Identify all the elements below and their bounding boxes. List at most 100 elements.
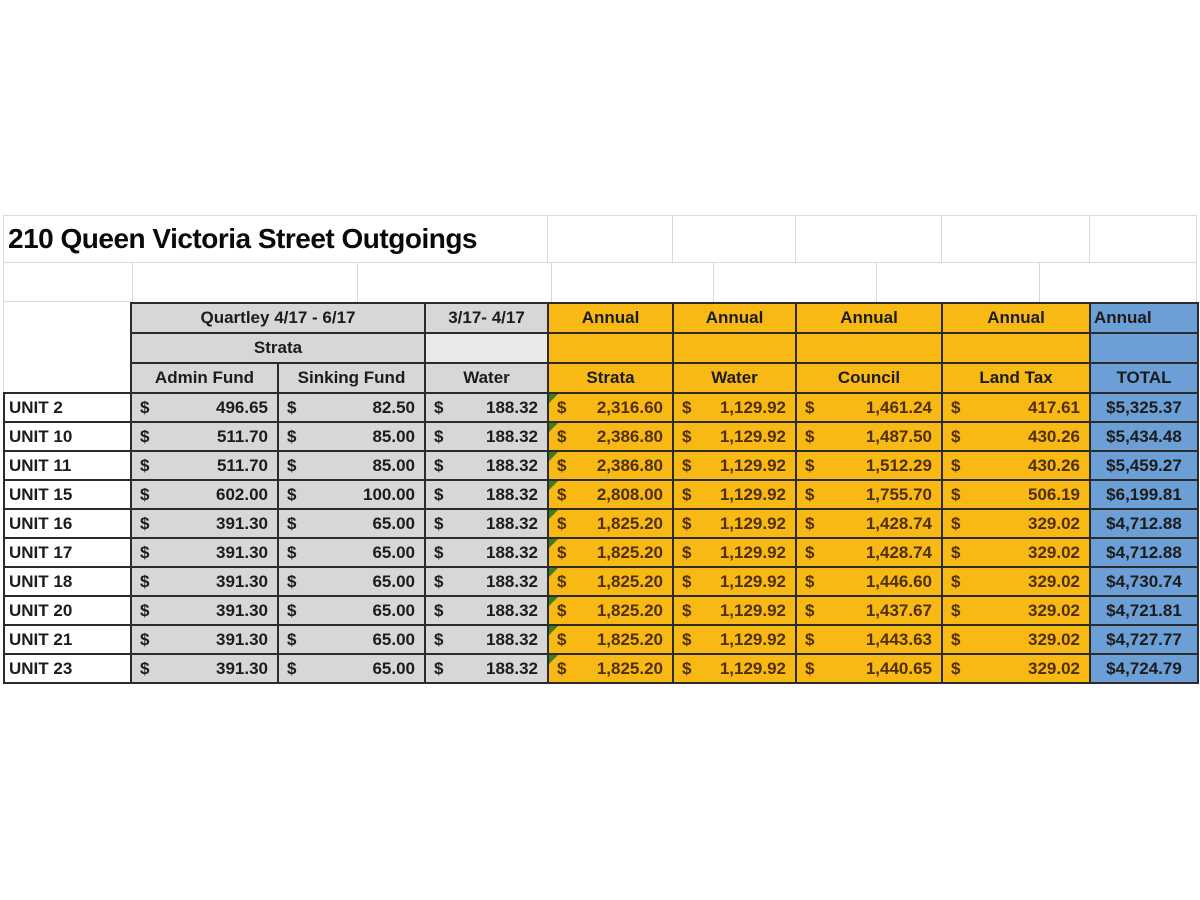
header-empty-cell[interactable]	[1091, 334, 1199, 364]
header-empty-cell[interactable]	[674, 334, 797, 364]
annual-water-value[interactable]: $1,129.92	[674, 626, 797, 655]
annual-water-value[interactable]: $1,129.92	[674, 394, 797, 423]
column-header-admin-fund[interactable]: Admin Fund	[132, 364, 279, 394]
unit-label[interactable]: UNIT 10	[5, 423, 132, 452]
water-value[interactable]: $188.32	[426, 597, 549, 626]
annual-total-value[interactable]: $4,730.74	[1091, 568, 1199, 597]
sinking-fund-value[interactable]: $65.00	[279, 597, 426, 626]
annual-water-value[interactable]: $1,129.92	[674, 452, 797, 481]
header-empty-cell[interactable]	[797, 334, 943, 364]
column-header-strata[interactable]: Strata	[549, 364, 674, 394]
column-header-total[interactable]: TOTAL	[1091, 364, 1199, 394]
column-header-annual-water[interactable]: Water	[674, 364, 797, 394]
annual-strata-value[interactable]: $2,386.80	[549, 423, 674, 452]
admin-fund-value[interactable]: $391.30	[132, 655, 279, 684]
annual-council-value[interactable]: $1,437.67	[797, 597, 943, 626]
annual-water-value[interactable]: $1,129.92	[674, 510, 797, 539]
header-annual-council[interactable]: Annual	[797, 304, 943, 334]
sinking-fund-value[interactable]: $100.00	[279, 481, 426, 510]
admin-fund-value[interactable]: $391.30	[132, 510, 279, 539]
admin-fund-value[interactable]: $391.30	[132, 539, 279, 568]
header-annual-water[interactable]: Annual	[674, 304, 797, 334]
sinking-fund-value[interactable]: $65.00	[279, 510, 426, 539]
admin-fund-value[interactable]: $391.30	[132, 568, 279, 597]
annual-water-value[interactable]: $1,129.92	[674, 423, 797, 452]
sinking-fund-value[interactable]: $65.00	[279, 655, 426, 684]
water-value[interactable]: $188.32	[426, 510, 549, 539]
annual-strata-value[interactable]: $1,825.20	[549, 539, 674, 568]
annual-total-value[interactable]: $4,721.81	[1091, 597, 1199, 626]
header-annual-landtax[interactable]: Annual	[943, 304, 1091, 334]
admin-fund-value[interactable]: $391.30	[132, 626, 279, 655]
annual-strata-value[interactable]: $2,386.80	[549, 452, 674, 481]
sinking-fund-value[interactable]: $65.00	[279, 539, 426, 568]
annual-council-value[interactable]: $1,512.29	[797, 452, 943, 481]
annual-total-value[interactable]: $6,199.81	[1091, 481, 1199, 510]
annual-total-value[interactable]: $5,434.48	[1091, 423, 1199, 452]
water-value[interactable]: $188.32	[426, 626, 549, 655]
header-water-period[interactable]: 3/17- 4/17	[426, 304, 549, 334]
annual-total-value[interactable]: $4,727.77	[1091, 626, 1199, 655]
sinking-fund-value[interactable]: $82.50	[279, 394, 426, 423]
annual-council-value[interactable]: $1,487.50	[797, 423, 943, 452]
sinking-fund-value[interactable]: $65.00	[279, 626, 426, 655]
water-value[interactable]: $188.32	[426, 394, 549, 423]
water-value[interactable]: $188.32	[426, 452, 549, 481]
header-strata-group[interactable]: Strata	[132, 334, 426, 364]
annual-water-value[interactable]: $1,129.92	[674, 539, 797, 568]
unit-label[interactable]: UNIT 11	[5, 452, 132, 481]
unit-label[interactable]: UNIT 2	[5, 394, 132, 423]
annual-council-value[interactable]: $1,461.24	[797, 394, 943, 423]
unit-label[interactable]: UNIT 15	[5, 481, 132, 510]
annual-council-value[interactable]: $1,446.60	[797, 568, 943, 597]
annual-strata-value[interactable]: $2,808.00	[549, 481, 674, 510]
admin-fund-value[interactable]: $602.00	[132, 481, 279, 510]
water-value[interactable]: $188.32	[426, 423, 549, 452]
annual-strata-value[interactable]: $1,825.20	[549, 568, 674, 597]
header-empty-cell[interactable]	[426, 334, 549, 364]
annual-land-tax-value[interactable]: $329.02	[943, 539, 1091, 568]
annual-council-value[interactable]: $1,755.70	[797, 481, 943, 510]
annual-strata-value[interactable]: $1,825.20	[549, 597, 674, 626]
unit-label[interactable]: UNIT 17	[5, 539, 132, 568]
annual-strata-value[interactable]: $1,825.20	[549, 655, 674, 684]
annual-land-tax-value[interactable]: $329.02	[943, 568, 1091, 597]
header-annual-strata[interactable]: Annual	[549, 304, 674, 334]
sinking-fund-value[interactable]: $85.00	[279, 452, 426, 481]
header-empty-cell[interactable]	[943, 334, 1091, 364]
unit-label[interactable]: UNIT 21	[5, 626, 132, 655]
annual-land-tax-value[interactable]: $329.02	[943, 655, 1091, 684]
annual-total-value[interactable]: $4,712.88	[1091, 510, 1199, 539]
annual-water-value[interactable]: $1,129.92	[674, 655, 797, 684]
annual-total-value[interactable]: $5,325.37	[1091, 394, 1199, 423]
unit-label[interactable]: UNIT 23	[5, 655, 132, 684]
annual-land-tax-value[interactable]: $329.02	[943, 626, 1091, 655]
annual-land-tax-value[interactable]: $430.26	[943, 423, 1091, 452]
sinking-fund-value[interactable]: $85.00	[279, 423, 426, 452]
admin-fund-value[interactable]: $511.70	[132, 452, 279, 481]
header-annual-total[interactable]: Annual	[1091, 304, 1199, 334]
admin-fund-value[interactable]: $511.70	[132, 423, 279, 452]
annual-land-tax-value[interactable]: $430.26	[943, 452, 1091, 481]
annual-land-tax-value[interactable]: $329.02	[943, 510, 1091, 539]
annual-strata-value[interactable]: $2,316.60	[549, 394, 674, 423]
water-value[interactable]: $188.32	[426, 655, 549, 684]
annual-council-value[interactable]: $1,440.65	[797, 655, 943, 684]
column-header-water[interactable]: Water	[426, 364, 549, 394]
water-value[interactable]: $188.32	[426, 568, 549, 597]
annual-strata-value[interactable]: $1,825.20	[549, 510, 674, 539]
unit-label[interactable]: UNIT 18	[5, 568, 132, 597]
unit-label[interactable]: UNIT 20	[5, 597, 132, 626]
water-value[interactable]: $188.32	[426, 539, 549, 568]
admin-fund-value[interactable]: $496.65	[132, 394, 279, 423]
column-header-sinking-fund[interactable]: Sinking Fund	[279, 364, 426, 394]
annual-land-tax-value[interactable]: $417.61	[943, 394, 1091, 423]
header-empty-cell[interactable]	[549, 334, 674, 364]
annual-land-tax-value[interactable]: $506.19	[943, 481, 1091, 510]
annual-council-value[interactable]: $1,428.74	[797, 539, 943, 568]
annual-strata-value[interactable]: $1,825.20	[549, 626, 674, 655]
annual-total-value[interactable]: $4,712.88	[1091, 539, 1199, 568]
annual-water-value[interactable]: $1,129.92	[674, 597, 797, 626]
annual-council-value[interactable]: $1,443.63	[797, 626, 943, 655]
water-value[interactable]: $188.32	[426, 481, 549, 510]
